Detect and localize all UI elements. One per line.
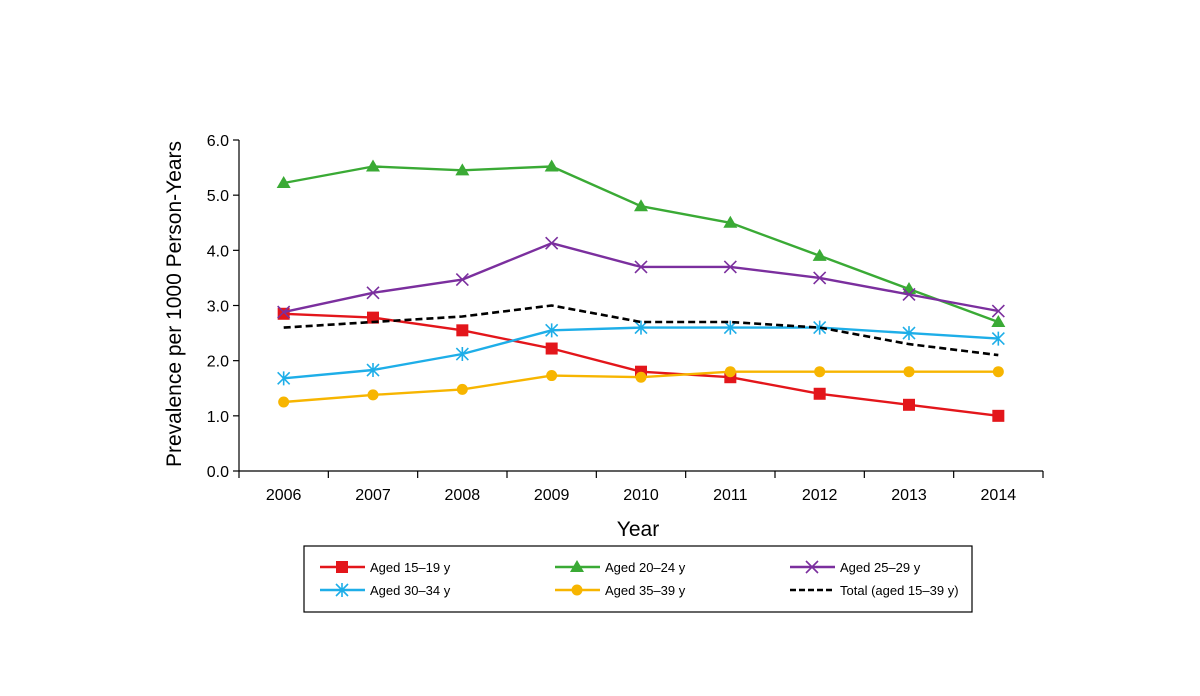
data-point xyxy=(545,323,559,338)
series-5 xyxy=(283,304,999,357)
data-point xyxy=(903,398,915,411)
data-point xyxy=(634,199,648,212)
y-tick-label: 5.0 xyxy=(207,188,229,205)
data-point xyxy=(723,320,737,335)
series-line xyxy=(283,241,999,314)
x-tick-label: 2006 xyxy=(266,487,302,504)
y-tick-label: 3.0 xyxy=(207,299,229,316)
series-1 xyxy=(276,159,1006,328)
y-axis-ticks: 0.0 1.0 2.0 3.0 4.0 5.0 6.0 xyxy=(207,133,239,481)
y-axis-title: Prevalence per 1000 Person-Years xyxy=(163,141,186,467)
data-point xyxy=(456,383,468,395)
legend-label: Aged 35–39 y xyxy=(605,583,686,598)
data-point xyxy=(277,307,290,320)
y-tick-label: 0.0 xyxy=(207,464,229,481)
x-tick-label: 2008 xyxy=(445,487,481,504)
x-axis-title: Year xyxy=(617,518,659,541)
legend-marker xyxy=(570,560,584,572)
data-point xyxy=(813,320,827,335)
data-point xyxy=(814,366,826,378)
legend-label: Aged 20–24 y xyxy=(605,560,686,575)
legend-item: Total (aged 15–39 y) xyxy=(790,583,959,598)
y-tick-label: 4.0 xyxy=(207,243,229,260)
x-tick-label: 2013 xyxy=(891,487,927,504)
y-tick-label: 1.0 xyxy=(207,409,229,426)
data-point xyxy=(366,363,380,378)
x-tick-label: 2014 xyxy=(981,487,1017,504)
x-tick-label: 2010 xyxy=(623,487,659,504)
data-point xyxy=(455,347,469,362)
data-point xyxy=(544,159,559,172)
data-point xyxy=(545,236,559,250)
series-2 xyxy=(277,236,1005,319)
data-point xyxy=(277,371,291,386)
legend-box xyxy=(303,545,973,613)
data-point xyxy=(723,215,738,228)
data-point xyxy=(902,326,916,341)
data-point xyxy=(903,366,915,378)
data-point xyxy=(456,324,469,337)
legend-item: Aged 30–34 y xyxy=(320,583,451,598)
y-tick-label: 2.0 xyxy=(207,354,229,371)
data-point xyxy=(455,163,470,176)
data-point xyxy=(813,271,827,285)
data-point xyxy=(902,287,916,302)
data-point xyxy=(278,396,290,408)
x-tick-label: 2009 xyxy=(534,487,570,504)
data-point xyxy=(991,304,1005,318)
data-point xyxy=(991,331,1005,346)
data-point xyxy=(455,273,469,287)
data-point xyxy=(367,389,379,401)
series-3 xyxy=(277,320,1005,386)
legend: Aged 15–19 y Aged 20–24 y Aged 25–29 y Aged… xyxy=(303,545,973,613)
data-point xyxy=(634,320,648,335)
legend-item: Aged 25–29 y xyxy=(790,560,921,575)
x-tick-label: 2012 xyxy=(802,487,838,504)
data-point xyxy=(277,305,291,319)
series-line xyxy=(283,304,999,357)
data-point xyxy=(366,286,380,300)
legend-item: Aged 35–39 y xyxy=(555,583,686,598)
legend-item: Aged 20–24 y xyxy=(555,560,686,575)
data-point xyxy=(992,409,1005,422)
data-point xyxy=(724,366,736,378)
data-point xyxy=(276,176,291,189)
data-point xyxy=(635,371,647,383)
legend-label: Aged 30–34 y xyxy=(370,583,451,598)
data-point xyxy=(546,370,558,382)
data-point xyxy=(992,366,1004,378)
data-point xyxy=(991,315,1006,328)
legend-item: Aged 15–19 y xyxy=(320,560,451,575)
series-line xyxy=(283,165,999,324)
y-tick-label: 6.0 xyxy=(207,133,229,150)
legend-marker xyxy=(805,560,819,574)
x-tick-label: 2007 xyxy=(355,487,391,504)
data-point xyxy=(366,159,380,172)
legend-marker xyxy=(335,583,349,597)
chart-series xyxy=(276,159,1006,422)
legend-label: Aged 15–19 y xyxy=(370,560,451,575)
data-point xyxy=(812,248,827,261)
legend-label: Aged 25–29 y xyxy=(840,560,921,575)
chart-axes xyxy=(238,140,1043,472)
x-tick-label: 2011 xyxy=(713,487,748,504)
legend-marker xyxy=(571,584,583,596)
x-axis-ticks: 2006 2007 2008 2009 2010 2011 2012 2013 2014 xyxy=(238,471,1044,504)
legend-items: Aged 15–19 y Aged 20–24 y Aged 25–29 y Aged… xyxy=(320,560,959,598)
legend-label: Total (aged 15–39 y) xyxy=(840,583,959,598)
data-point xyxy=(813,387,826,400)
data-point xyxy=(723,260,737,274)
data-point xyxy=(634,260,648,274)
data-point xyxy=(545,342,558,355)
legend-marker xyxy=(336,561,348,573)
series-4 xyxy=(278,366,1004,408)
